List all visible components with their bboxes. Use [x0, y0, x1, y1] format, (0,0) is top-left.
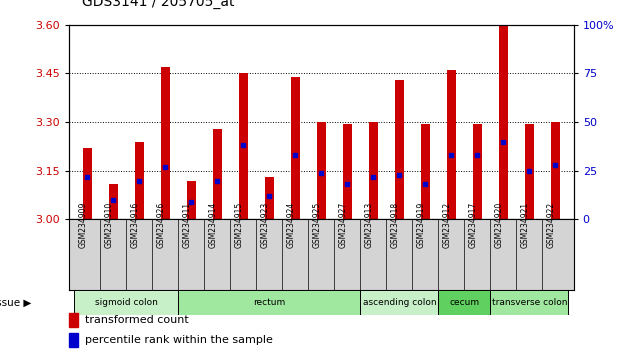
Text: sigmoid colon: sigmoid colon [95, 298, 158, 307]
Bar [213, 129, 222, 219]
Text: GSM234911: GSM234911 [183, 202, 192, 248]
Bar [178, 290, 360, 315]
Text: tissue ▶: tissue ▶ [0, 298, 31, 308]
Text: transverse colon: transverse colon [492, 298, 567, 307]
Text: ascending colon: ascending colon [363, 298, 437, 307]
Bar [499, 27, 508, 219]
Text: GSM234921: GSM234921 [520, 202, 529, 248]
Bar [438, 290, 490, 315]
Bar [239, 74, 248, 219]
Bar [69, 333, 78, 347]
Text: GSM234917: GSM234917 [469, 202, 478, 248]
Bar [265, 177, 274, 219]
Bar [447, 70, 456, 219]
Bar [490, 290, 569, 315]
Text: GSM234916: GSM234916 [130, 202, 140, 248]
Bar [187, 181, 196, 219]
Text: GSM234918: GSM234918 [390, 202, 399, 248]
Bar [343, 124, 352, 219]
Text: GSM234909: GSM234909 [78, 202, 87, 249]
Text: transformed count: transformed count [85, 315, 189, 325]
Text: GSM234910: GSM234910 [104, 202, 113, 248]
Bar [360, 290, 438, 315]
Text: GSM234924: GSM234924 [287, 202, 296, 248]
Bar [161, 67, 170, 219]
Text: cecum: cecum [449, 298, 479, 307]
Bar [395, 80, 404, 219]
Text: GSM234915: GSM234915 [235, 202, 244, 248]
Text: GSM234913: GSM234913 [365, 202, 374, 248]
Bar [551, 122, 560, 219]
Bar [421, 124, 430, 219]
Text: rectum: rectum [253, 298, 286, 307]
Text: percentile rank within the sample: percentile rank within the sample [85, 335, 273, 345]
Text: GSM234925: GSM234925 [312, 202, 322, 248]
Text: GSM234926: GSM234926 [156, 202, 165, 248]
Bar [291, 77, 300, 219]
Bar [83, 148, 92, 219]
Text: GSM234914: GSM234914 [208, 202, 217, 248]
Bar [525, 124, 534, 219]
Bar [69, 314, 78, 327]
Text: GSM234923: GSM234923 [260, 202, 269, 248]
Bar [317, 122, 326, 219]
Text: GSM234927: GSM234927 [338, 202, 347, 248]
Text: GSM234922: GSM234922 [547, 202, 556, 248]
Bar [74, 290, 178, 315]
Text: GDS3141 / 205705_at: GDS3141 / 205705_at [82, 0, 235, 9]
Bar [473, 124, 482, 219]
Text: GSM234912: GSM234912 [442, 202, 451, 248]
Text: GSM234919: GSM234919 [417, 202, 426, 248]
Text: GSM234920: GSM234920 [494, 202, 503, 248]
Bar [369, 122, 378, 219]
Bar [135, 142, 144, 219]
Bar [109, 184, 118, 219]
